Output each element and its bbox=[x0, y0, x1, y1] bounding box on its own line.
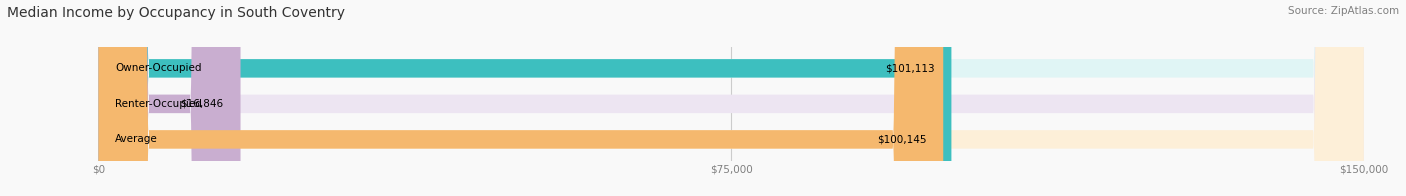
Text: Average: Average bbox=[115, 134, 157, 144]
FancyBboxPatch shape bbox=[98, 0, 1364, 196]
FancyBboxPatch shape bbox=[98, 0, 240, 196]
Text: Owner-Occupied: Owner-Occupied bbox=[115, 63, 202, 73]
FancyBboxPatch shape bbox=[98, 0, 1364, 196]
Text: Source: ZipAtlas.com: Source: ZipAtlas.com bbox=[1288, 6, 1399, 16]
Text: $100,145: $100,145 bbox=[877, 134, 927, 144]
FancyBboxPatch shape bbox=[98, 0, 952, 196]
Text: Median Income by Occupancy in South Coventry: Median Income by Occupancy in South Cove… bbox=[7, 6, 344, 20]
FancyBboxPatch shape bbox=[98, 0, 1364, 196]
Text: Renter-Occupied: Renter-Occupied bbox=[115, 99, 202, 109]
Text: $101,113: $101,113 bbox=[884, 63, 935, 73]
FancyBboxPatch shape bbox=[98, 0, 943, 196]
Text: $16,846: $16,846 bbox=[180, 99, 224, 109]
